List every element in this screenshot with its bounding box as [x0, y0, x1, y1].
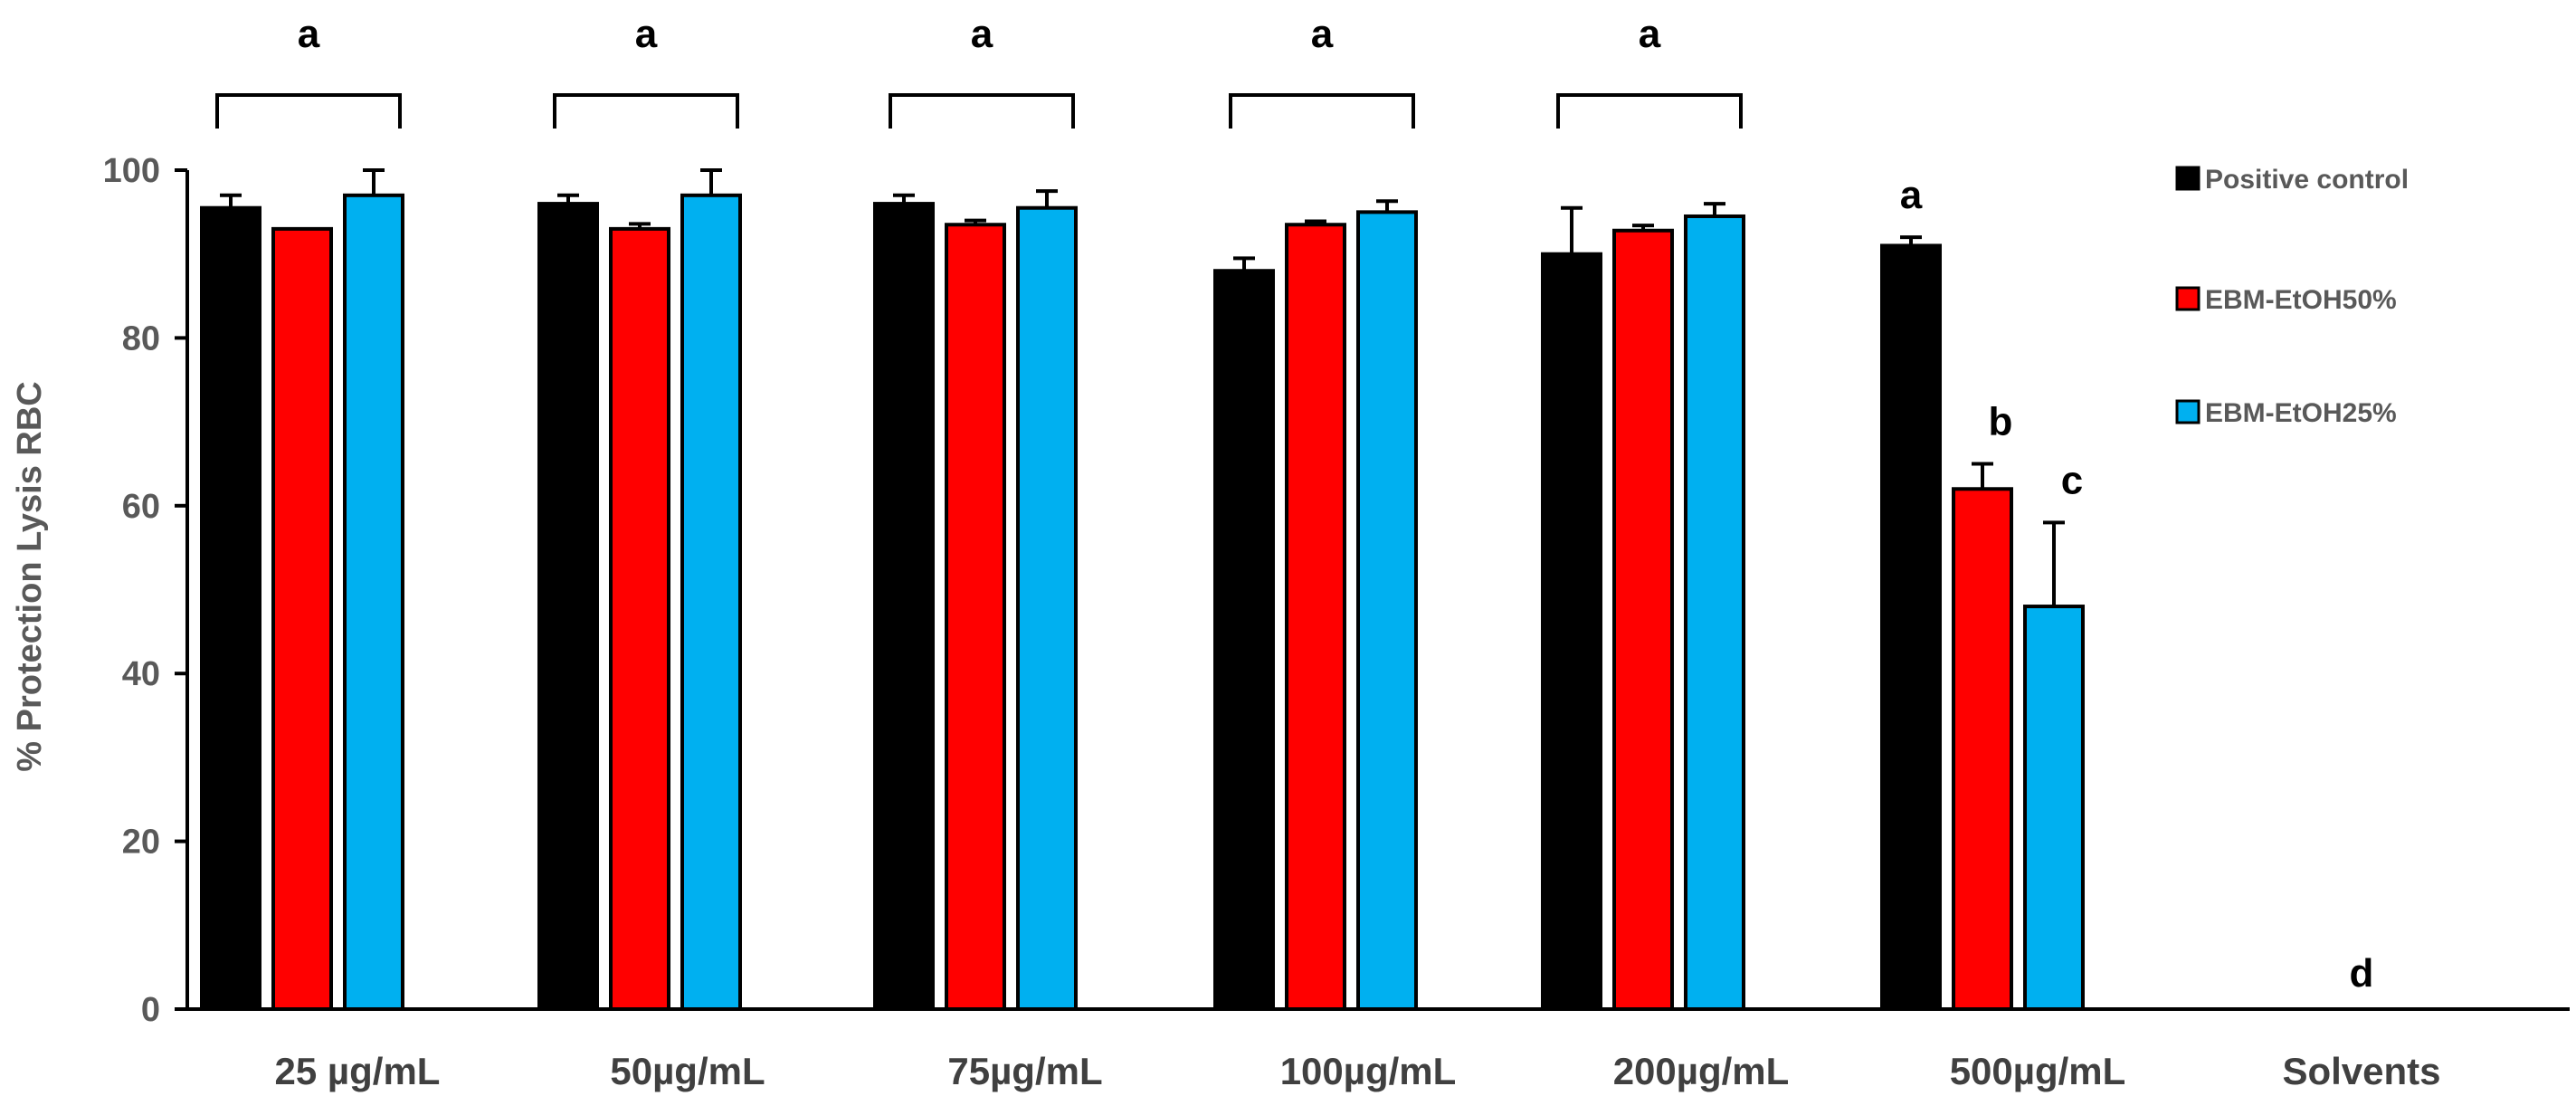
- significance-letter: c: [2061, 458, 2083, 502]
- legend-swatch: [2175, 399, 2201, 424]
- x-category-label: 50µg/mL: [610, 1050, 765, 1092]
- significance-bracket: [215, 93, 402, 129]
- bar: [343, 193, 404, 1011]
- bar: [945, 223, 1006, 1011]
- significance-bracket: [889, 93, 1075, 129]
- y-tick-label: 80: [122, 319, 160, 357]
- significance-letter: a: [971, 12, 993, 56]
- significance-letter: d: [2350, 951, 2374, 996]
- legend-label: EBM-EtOH50%: [2205, 285, 2397, 315]
- y-axis-title: % Protection Lysis RBC: [11, 381, 49, 771]
- bar: [200, 205, 261, 1011]
- bar: [2023, 605, 2085, 1011]
- legend-swatch: [2175, 166, 2201, 191]
- y-tick-label: 0: [141, 991, 160, 1029]
- y-tick-label: 100: [103, 152, 160, 190]
- significance-letter: a: [1639, 12, 1661, 56]
- x-category-label: 200µg/mL: [1613, 1050, 1790, 1092]
- bar: [680, 193, 742, 1011]
- bar: [1213, 269, 1275, 1011]
- bar: [1880, 243, 1942, 1011]
- significance-bracket: [553, 93, 739, 129]
- significance-letter: a: [1311, 12, 1334, 56]
- y-tick-label: 40: [122, 655, 160, 693]
- legend-label: Positive control: [2205, 165, 2409, 195]
- significance-letter: a: [1900, 173, 1923, 217]
- bar: [1612, 228, 1674, 1011]
- significance-bracket: [1556, 93, 1743, 129]
- legend-swatch: [2175, 286, 2201, 311]
- significance-letter: a: [635, 12, 658, 56]
- significance-letter: b: [1989, 399, 2013, 443]
- x-category-label: 100µg/mL: [1280, 1050, 1457, 1092]
- bar: [1952, 487, 2013, 1011]
- significance-bracket: [1229, 93, 1415, 129]
- bar: [609, 226, 670, 1011]
- y-tick-label: 60: [122, 488, 160, 526]
- bar: [537, 202, 599, 1011]
- bar: [1356, 210, 1418, 1012]
- bar: [1285, 223, 1346, 1011]
- x-category-label: Solvents: [2282, 1050, 2440, 1092]
- y-tick-label: 20: [122, 824, 160, 862]
- bar: [271, 226, 333, 1011]
- bar: [1016, 205, 1078, 1011]
- bar: [873, 202, 935, 1011]
- legend-label: EBM-EtOH25%: [2205, 398, 2397, 428]
- x-category-label: 75µg/mL: [947, 1050, 1102, 1092]
- bar: [1541, 252, 1602, 1011]
- significance-letter: a: [298, 12, 320, 56]
- x-category-label: 500µg/mL: [1950, 1050, 2126, 1092]
- bar: [1684, 214, 1745, 1012]
- x-category-label: 25 µg/mL: [275, 1050, 441, 1092]
